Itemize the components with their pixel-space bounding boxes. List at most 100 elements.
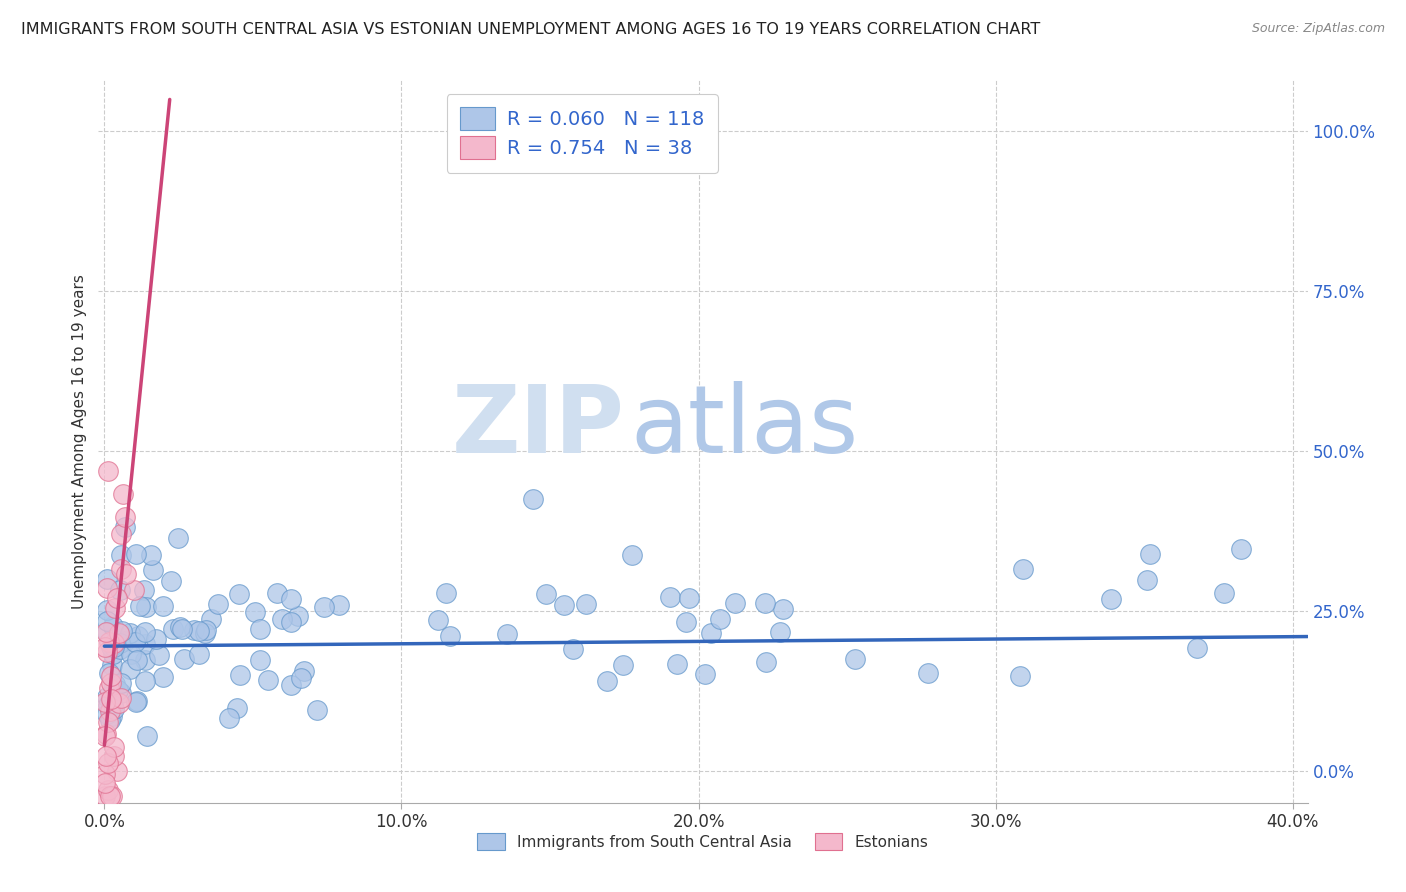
Point <box>115 566 138 581</box>
Point <box>114 633 136 648</box>
Point <box>118 625 141 640</box>
Point <box>287 608 309 623</box>
Text: IMMIGRANTS FROM SOUTH CENTRAL ASIA VS ESTONIAN UNEMPLOYMENT AMONG AGES 16 TO 19 : IMMIGRANTS FROM SOUTH CENTRAL ASIA VS ES… <box>21 22 1040 37</box>
Point <box>188 647 211 661</box>
Point <box>160 574 183 588</box>
Point <box>145 632 167 647</box>
Point <box>100 691 122 706</box>
Point <box>612 657 634 672</box>
Point <box>769 624 792 639</box>
Point <box>562 641 585 656</box>
Point <box>125 653 148 667</box>
Point <box>94 727 117 741</box>
Point <box>280 592 302 607</box>
Point <box>97 756 120 771</box>
Point <box>1136 573 1159 587</box>
Point <box>290 671 312 685</box>
Point <box>125 694 148 708</box>
Point <box>125 547 148 561</box>
Point <box>135 599 157 614</box>
Point <box>100 789 122 804</box>
Point <box>97 666 120 681</box>
Point <box>100 669 122 683</box>
Point <box>229 668 252 682</box>
Point <box>100 640 122 655</box>
Point <box>328 599 350 613</box>
Point <box>434 586 457 600</box>
Point <box>101 657 124 672</box>
Point <box>121 648 143 662</box>
Point <box>111 624 134 639</box>
Point <box>187 624 209 639</box>
Point <box>94 789 117 804</box>
Point <box>496 626 519 640</box>
Point <box>170 622 193 636</box>
Point <box>100 676 122 690</box>
Point <box>305 703 328 717</box>
Point <box>693 666 716 681</box>
Point <box>96 572 118 586</box>
Point <box>536 587 558 601</box>
Point <box>125 695 148 709</box>
Point <box>127 630 149 644</box>
Point <box>194 626 217 640</box>
Point <box>103 748 125 763</box>
Point <box>114 520 136 534</box>
Point <box>110 527 132 541</box>
Point <box>94 767 117 781</box>
Text: atlas: atlas <box>630 381 859 473</box>
Point <box>105 764 128 778</box>
Point <box>1099 591 1122 606</box>
Point <box>104 677 127 691</box>
Point <box>103 698 125 712</box>
Point <box>200 612 222 626</box>
Point <box>103 702 125 716</box>
Point <box>844 651 866 665</box>
Point <box>148 648 170 663</box>
Point <box>658 590 681 604</box>
Point <box>522 491 544 506</box>
Point <box>292 664 315 678</box>
Point <box>110 686 132 700</box>
Point <box>724 596 747 610</box>
Point <box>917 666 939 681</box>
Point <box>675 615 697 630</box>
Point <box>280 615 302 630</box>
Point <box>96 625 118 640</box>
Point <box>120 662 142 676</box>
Point <box>225 701 247 715</box>
Point <box>134 653 156 667</box>
Point <box>103 619 125 633</box>
Text: Source: ZipAtlas.com: Source: ZipAtlas.com <box>1251 22 1385 36</box>
Point <box>94 776 117 790</box>
Point <box>96 690 118 704</box>
Point <box>101 682 124 697</box>
Point <box>142 563 165 577</box>
Point <box>173 652 195 666</box>
Point <box>249 622 271 636</box>
Point <box>97 783 120 797</box>
Point <box>101 709 124 723</box>
Point <box>169 619 191 633</box>
Point <box>1011 561 1033 575</box>
Point <box>183 623 205 637</box>
Point <box>1187 640 1209 655</box>
Point <box>103 640 125 655</box>
Point <box>110 562 132 576</box>
Text: ZIP: ZIP <box>451 381 624 473</box>
Point <box>228 587 250 601</box>
Point <box>96 581 118 595</box>
Point <box>108 642 131 657</box>
Point <box>772 602 794 616</box>
Point <box>426 613 449 627</box>
Point <box>94 749 117 764</box>
Point <box>96 624 118 639</box>
Point <box>110 676 132 690</box>
Point <box>152 599 174 613</box>
Point <box>266 586 288 600</box>
Point <box>312 600 335 615</box>
Point <box>134 625 156 640</box>
Point <box>678 591 700 606</box>
Point <box>96 614 118 628</box>
Point <box>108 635 131 649</box>
